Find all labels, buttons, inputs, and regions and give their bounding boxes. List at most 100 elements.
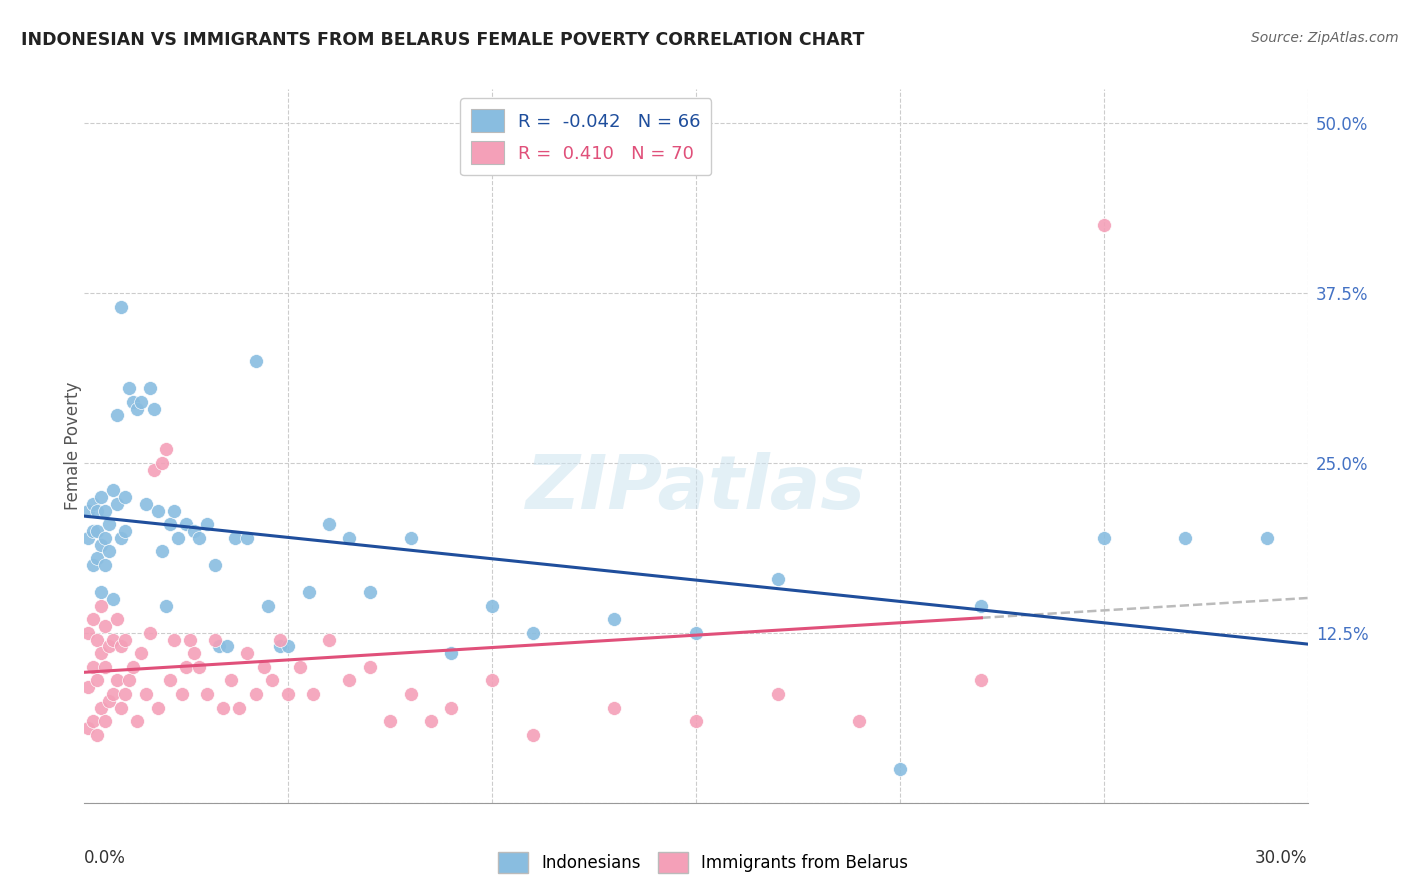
Point — [77, 503, 100, 517]
Point — [82, 660, 104, 674]
Point — [82, 497, 104, 511]
Point — [82, 612, 104, 626]
Point — [114, 490, 136, 504]
Point — [90, 585, 112, 599]
Point — [86, 673, 108, 688]
Point — [187, 660, 209, 674]
Point — [399, 531, 422, 545]
Point — [77, 531, 100, 545]
Point — [179, 632, 201, 647]
Point — [970, 599, 993, 613]
Point — [135, 687, 157, 701]
Point — [146, 503, 169, 517]
Point — [77, 680, 100, 694]
Point — [685, 626, 707, 640]
Point — [118, 381, 141, 395]
Point — [93, 660, 115, 674]
Point — [82, 714, 104, 729]
Point — [127, 714, 149, 729]
Point — [86, 551, 108, 566]
Point — [110, 531, 132, 545]
Point — [105, 612, 128, 626]
Text: 0.0%: 0.0% — [84, 849, 127, 867]
Legend: Indonesians, Immigrants from Belarus: Indonesians, Immigrants from Belarus — [492, 846, 914, 880]
Point — [290, 660, 312, 674]
Point — [93, 619, 115, 633]
Point — [105, 497, 128, 511]
Point — [142, 463, 165, 477]
Point — [146, 700, 169, 714]
Y-axis label: Female Poverty: Female Poverty — [65, 382, 82, 510]
Point — [90, 599, 112, 613]
Point — [420, 714, 443, 729]
Point — [440, 646, 463, 660]
Point — [167, 531, 190, 545]
Point — [298, 585, 321, 599]
Point — [522, 626, 544, 640]
Point — [105, 673, 128, 688]
Point — [131, 646, 153, 660]
Point — [82, 524, 104, 538]
Point — [195, 517, 218, 532]
Point — [253, 660, 276, 674]
Point — [93, 503, 115, 517]
Point — [90, 646, 112, 660]
Point — [359, 585, 381, 599]
Point — [269, 632, 291, 647]
Point — [260, 673, 283, 688]
Point — [1174, 531, 1197, 545]
Point — [257, 599, 280, 613]
Point — [97, 640, 120, 654]
Point — [90, 537, 112, 551]
Point — [82, 558, 104, 572]
Point — [122, 660, 145, 674]
Point — [318, 632, 340, 647]
Point — [101, 483, 124, 498]
Point — [685, 714, 707, 729]
Point — [399, 687, 422, 701]
Point — [889, 762, 911, 776]
Point — [174, 660, 197, 674]
Point — [219, 673, 242, 688]
Point — [110, 700, 132, 714]
Point — [224, 531, 246, 545]
Point — [236, 531, 259, 545]
Point — [228, 700, 250, 714]
Point — [277, 687, 299, 701]
Point — [212, 700, 235, 714]
Point — [236, 646, 259, 660]
Point — [114, 687, 136, 701]
Point — [159, 673, 181, 688]
Point — [114, 524, 136, 538]
Point — [380, 714, 402, 729]
Point — [110, 300, 132, 314]
Point — [522, 728, 544, 742]
Point — [359, 660, 381, 674]
Point — [163, 632, 186, 647]
Point — [339, 673, 360, 688]
Point — [245, 354, 267, 368]
Point — [481, 673, 503, 688]
Point — [1092, 531, 1115, 545]
Point — [150, 456, 173, 470]
Point — [174, 517, 197, 532]
Point — [138, 626, 160, 640]
Point — [142, 401, 165, 416]
Point — [105, 409, 128, 423]
Point — [86, 503, 108, 517]
Point — [150, 544, 173, 558]
Point — [114, 632, 136, 647]
Point — [110, 640, 132, 654]
Point — [183, 646, 205, 660]
Point — [135, 497, 157, 511]
Point — [204, 632, 226, 647]
Text: ZIPatlas: ZIPatlas — [526, 452, 866, 525]
Point — [122, 394, 145, 409]
Point — [277, 640, 299, 654]
Point — [318, 517, 340, 532]
Point — [970, 673, 993, 688]
Point — [183, 524, 205, 538]
Point — [269, 640, 291, 654]
Point — [131, 394, 153, 409]
Point — [155, 442, 177, 457]
